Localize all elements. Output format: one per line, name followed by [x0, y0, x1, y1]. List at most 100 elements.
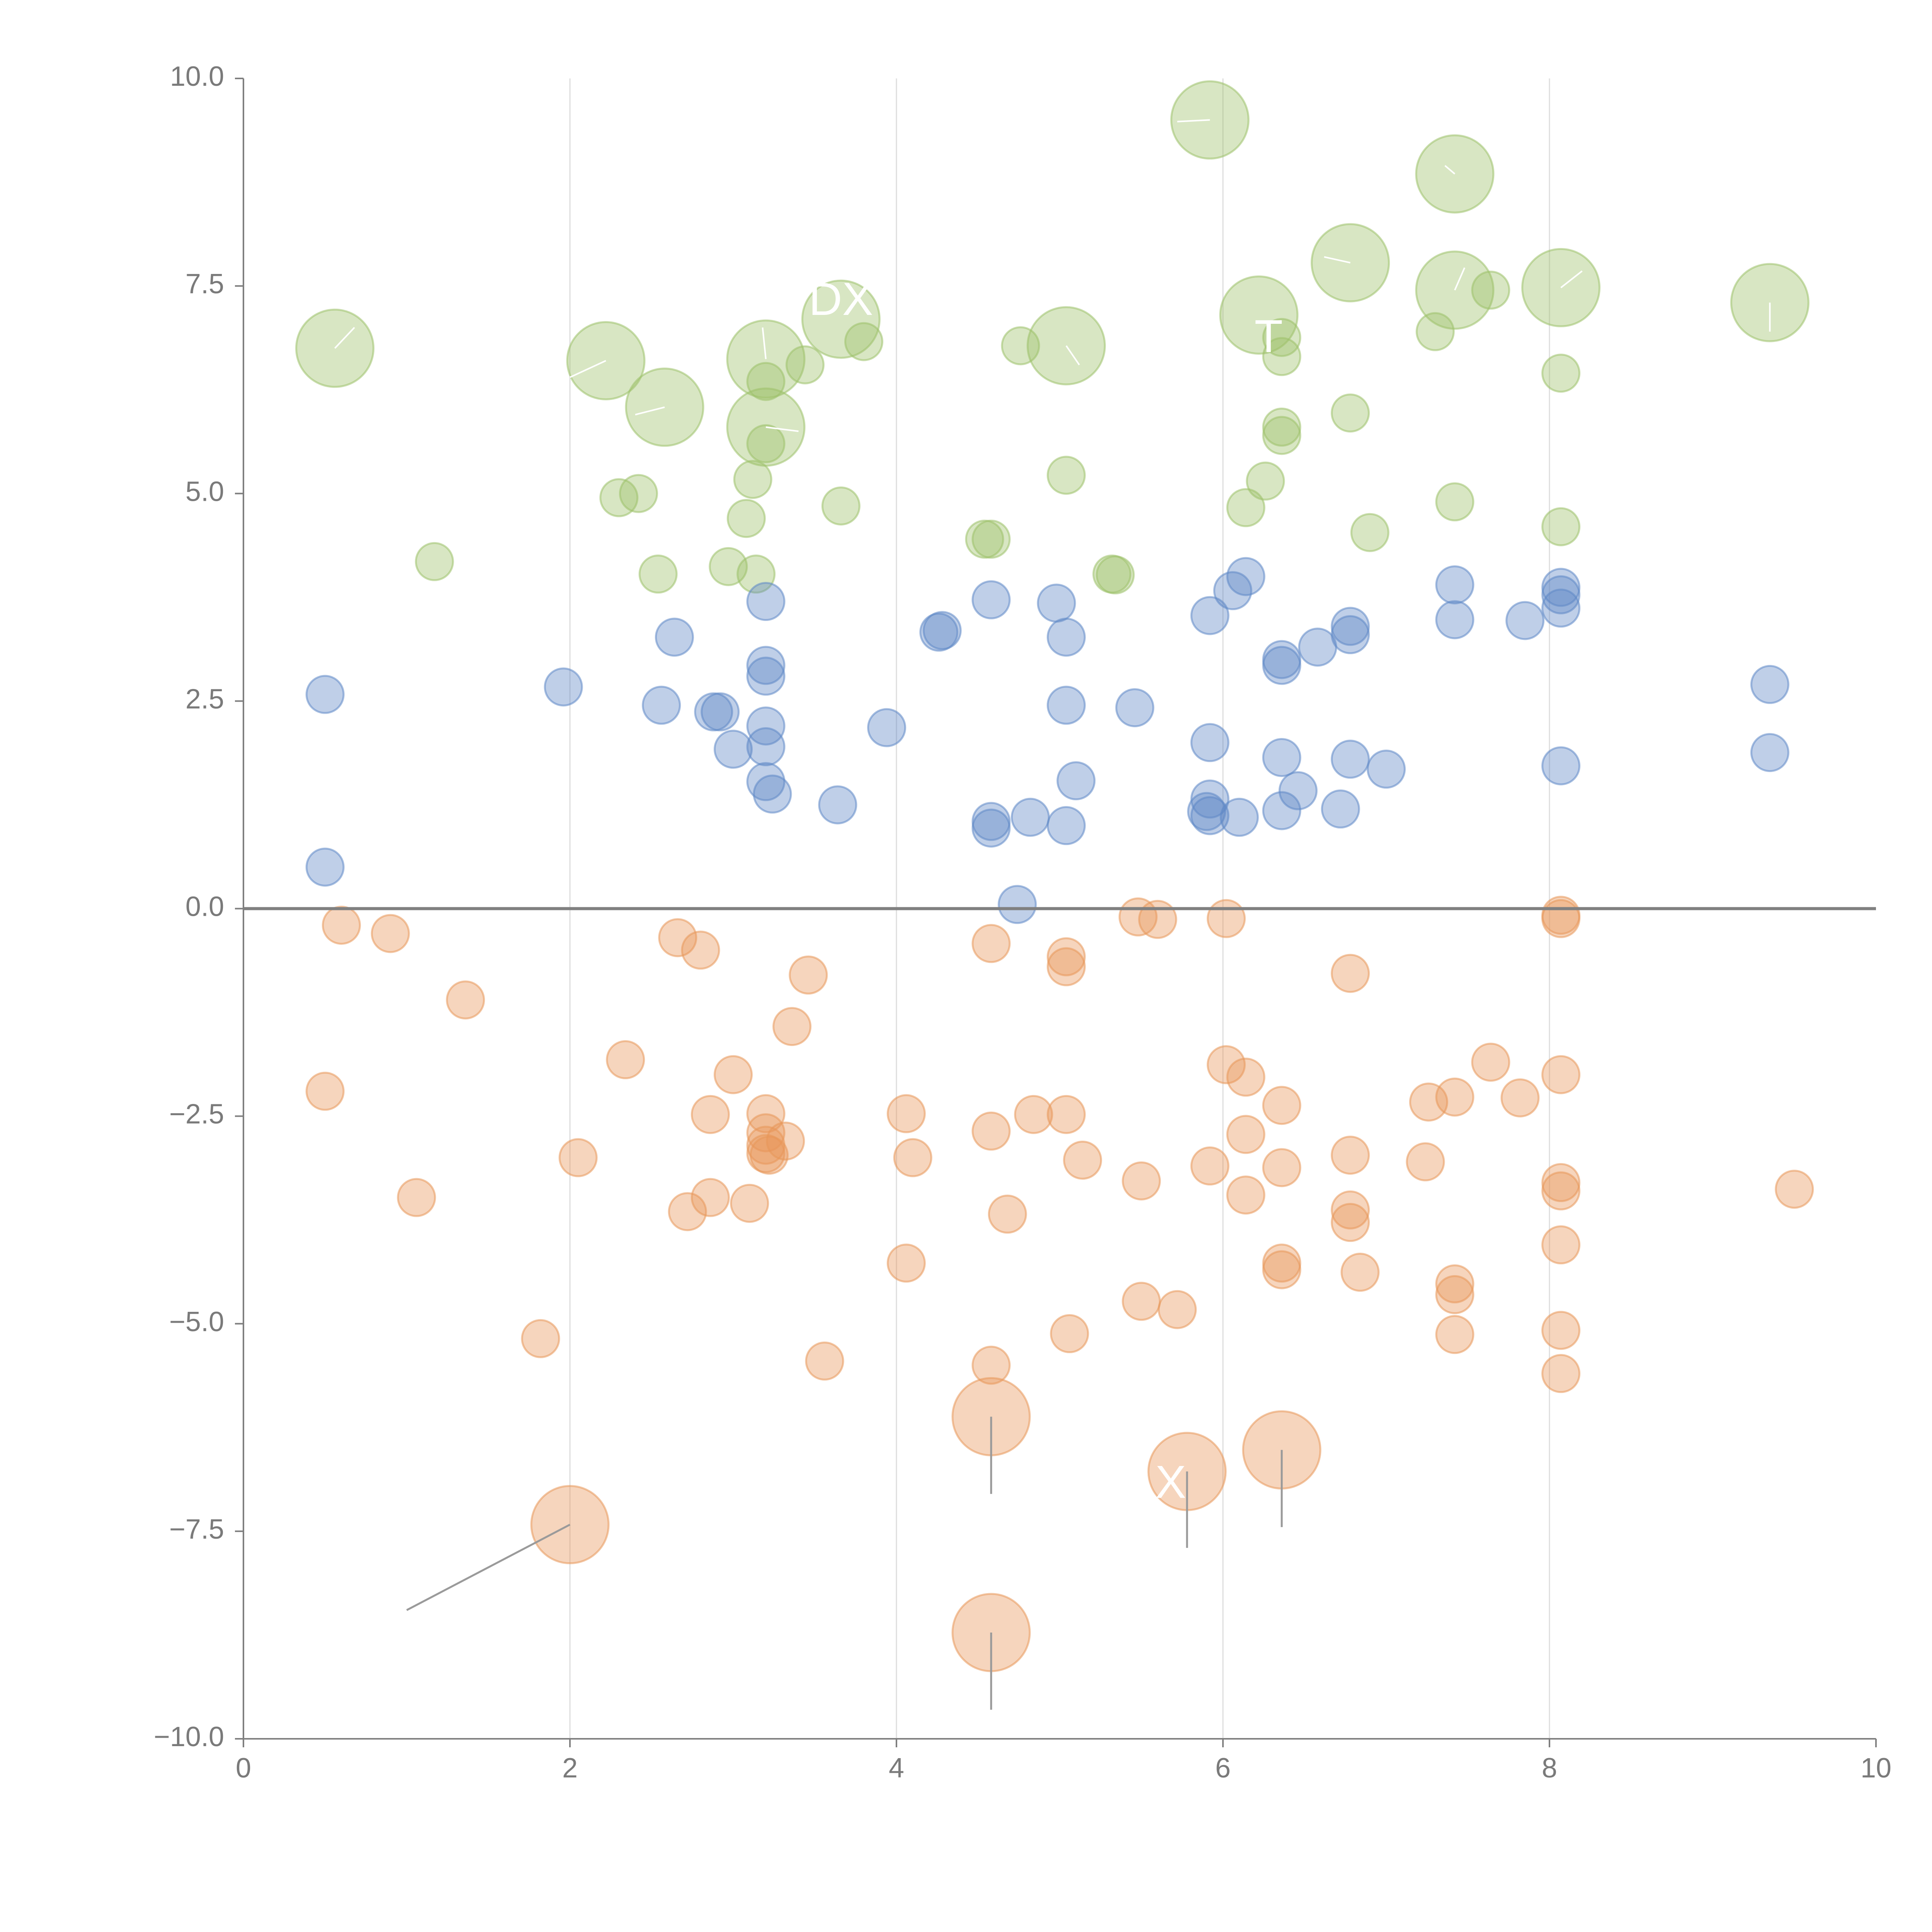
leader-line-13: [1444, 165, 1456, 175]
bubble-low-24: [1046, 617, 1086, 657]
bubble-low-43: [1298, 628, 1337, 667]
bubble-low-1: [305, 847, 345, 887]
bubble-high-36: [1262, 416, 1301, 455]
bubble-low-21: [971, 808, 1011, 848]
bubble-negative-77: [1541, 1354, 1581, 1393]
bubble-negative-13: [658, 918, 697, 957]
bubble-negative-59: [1331, 1190, 1370, 1230]
bubble-high-25: [821, 486, 861, 526]
x-tick-label-0: 0: [236, 1753, 251, 1784]
bubble-negative-65: [1435, 1264, 1475, 1304]
leader-line-5: [334, 327, 355, 349]
bubble-low-44: [1321, 789, 1360, 829]
bubble-negative-19: [730, 1184, 769, 1223]
y-tick-label-7: −7.5: [169, 1514, 224, 1545]
bubble-low-48: [1367, 750, 1406, 789]
bubble-low-15: [818, 785, 857, 825]
x-tick-label-2: 4: [889, 1753, 904, 1784]
bubble-low-17: [919, 612, 959, 652]
bubble-negative-69: [1500, 1078, 1540, 1117]
bubble-low-56: [1750, 665, 1789, 704]
bubble-negative-78: [1775, 1170, 1814, 1209]
bubble-low-11: [746, 706, 786, 746]
bubble-high-40: [1350, 513, 1389, 552]
bubble-negative-46: [1158, 1290, 1197, 1329]
bubble-negative-41: [1063, 1140, 1102, 1180]
bubble-low-13: [746, 762, 786, 801]
bubble-high-30: [1046, 456, 1086, 495]
annotation-label-1: T: [1255, 310, 1283, 362]
bubble-negative-58: [1331, 1136, 1370, 1175]
bubble-low-30: [1190, 596, 1230, 635]
bubble-high-17: [638, 554, 678, 594]
bubble-negative-35: [988, 1194, 1027, 1234]
bubble-negative-33: [971, 1111, 1011, 1151]
leader-line-7: [635, 406, 665, 416]
bubble-negative-44: [1122, 1282, 1161, 1321]
bubble-low-49: [1435, 565, 1475, 605]
x-tick-label-4: 8: [1542, 1753, 1557, 1784]
leader-line-10: [1065, 345, 1080, 366]
bubble-negative-34: [971, 1345, 1011, 1385]
bubble-low-36: [1226, 557, 1265, 596]
y-tick-label-3: 2.5: [185, 684, 224, 714]
series-low: [305, 557, 1789, 924]
bubble-negative-73: [1541, 1163, 1581, 1202]
annotation-label-0: DX: [809, 273, 873, 325]
bubble-high-39: [1331, 393, 1370, 433]
bubble-negative-51: [1226, 1115, 1265, 1154]
bubble-negative-72: [1541, 1055, 1581, 1094]
y-tick-label-0: 10.0: [170, 61, 224, 92]
bubble-high-28: [971, 519, 1011, 559]
bubble-negative-74: [1541, 1171, 1581, 1211]
bubble-negative-45: [1138, 900, 1177, 939]
bubble-negative-31: [893, 1138, 932, 1177]
bubble-negative-15: [681, 930, 720, 970]
bubble-negative-76: [1541, 1311, 1581, 1350]
bubble-high-24: [785, 345, 825, 384]
bubble-high-32: [1095, 555, 1135, 595]
bubble-low-34: [1190, 796, 1230, 835]
bubble-negative-54: [1262, 1148, 1301, 1187]
bubble-low-37: [1219, 798, 1259, 837]
bubble-negative-43: [1122, 1161, 1161, 1201]
bubble-negative-39: [1046, 1095, 1086, 1134]
leader-line-15: [1560, 270, 1583, 288]
bubble-low-54: [1541, 588, 1581, 628]
bubble-low-0: [305, 675, 345, 714]
y-tick-label-2: 5.0: [185, 476, 224, 507]
bubble-low-7: [714, 730, 753, 769]
y-tick-label-6: −5.0: [169, 1306, 224, 1337]
bubble-high-8: [1219, 275, 1299, 355]
bubble-low-4: [655, 617, 694, 657]
bubble-negative-75: [1541, 1225, 1581, 1265]
bubble-high-20: [733, 460, 772, 499]
bubble-negative-38: [1046, 947, 1086, 986]
bubble-negative-9: [446, 980, 485, 1020]
bubble-high-22: [746, 362, 786, 401]
bubble-negative-48: [1206, 899, 1246, 938]
bubble-low-8: [746, 582, 786, 621]
bubble-negative-71: [1541, 899, 1581, 938]
bubble-high-34: [1246, 461, 1285, 501]
bubble-low-10: [746, 656, 786, 696]
y-tick-label-1: 7.5: [185, 269, 224, 299]
bubble-low-40: [1262, 738, 1301, 777]
bubble-negative-62: [1406, 1142, 1445, 1182]
leader-lines: [334, 119, 1771, 1710]
bubble-negative-64: [1435, 1077, 1475, 1117]
bubble-low-6: [701, 692, 740, 731]
bubble-negative-67: [1435, 1315, 1475, 1354]
bubble-low-23: [1037, 583, 1076, 623]
bubble-negative-32: [971, 924, 1011, 963]
bubble-negative-7: [371, 914, 410, 953]
bubble-negative-12: [606, 1040, 645, 1080]
bubble-low-14: [753, 774, 792, 814]
bubble-high-23: [746, 424, 786, 463]
bubble-high-43: [1471, 270, 1510, 310]
bubble-low-51: [1505, 601, 1545, 640]
bubble-low-42: [1278, 771, 1318, 810]
bubble-high-35: [1262, 407, 1301, 447]
leader-line-8: [762, 327, 767, 359]
bubble-low-32: [1190, 779, 1230, 819]
